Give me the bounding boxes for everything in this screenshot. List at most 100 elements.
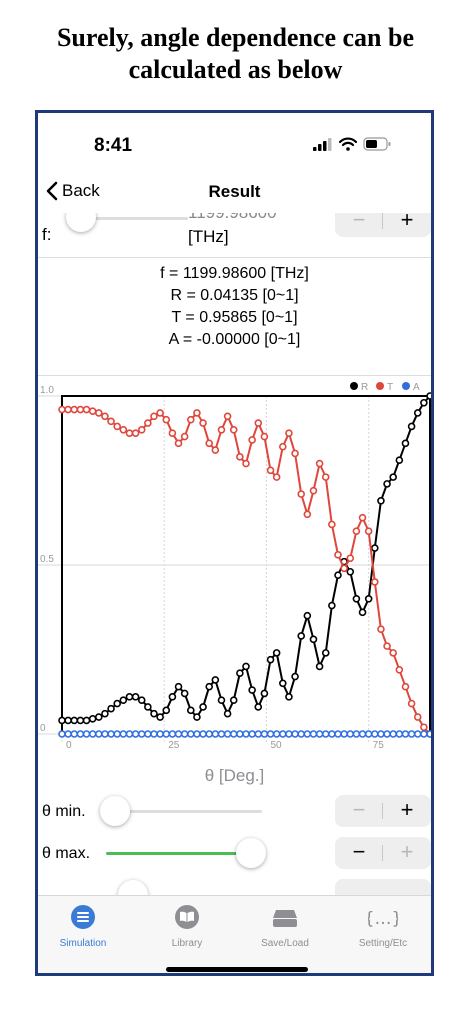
drive-icon — [273, 910, 297, 927]
data-point-R — [260, 689, 269, 698]
data-point-R — [162, 706, 171, 715]
data-point-T — [229, 425, 238, 434]
data-point-R — [82, 716, 91, 725]
status-time: 8:41 — [94, 135, 133, 156]
data-point-T — [168, 429, 177, 437]
theta-min-slider-track[interactable] — [102, 810, 262, 813]
theta-min-increment-button[interactable]: + — [400, 797, 414, 822]
data-point-R — [377, 496, 385, 505]
data-point-R — [303, 611, 312, 620]
data-point-T — [180, 432, 189, 441]
data-point-T — [334, 551, 342, 559]
tab-setting-etc[interactable]: {…} Setting/Etc — [338, 904, 428, 949]
theta-min-decrement-button[interactable]: − — [352, 797, 366, 822]
data-point-R — [242, 662, 250, 671]
data-point-A — [64, 730, 72, 738]
data-point-T — [254, 419, 263, 427]
data-point-R — [321, 649, 330, 657]
data-point-T — [205, 439, 213, 448]
data-point-T — [88, 407, 97, 416]
data-point-A — [321, 730, 330, 738]
data-point-A — [352, 730, 361, 738]
data-point-R — [144, 703, 152, 711]
data-point-A — [389, 730, 398, 738]
back-button[interactable]: Back — [46, 181, 100, 201]
tab-simulation-label: Simulation — [59, 938, 107, 949]
tab-save-load[interactable]: Save/Load — [240, 904, 330, 949]
data-point-T — [156, 409, 164, 417]
results-panel: f = 1199.98600 [THz] R = 0.04135 [0~1] T… — [38, 263, 431, 351]
data-point-R — [76, 716, 85, 725]
data-point-R — [285, 693, 293, 701]
data-point-R — [180, 689, 189, 698]
data-point-A — [82, 730, 91, 738]
data-point-R — [413, 409, 422, 417]
x-tick-label: 50 — [270, 740, 282, 751]
data-point-A — [407, 730, 416, 738]
data-point-T — [82, 405, 91, 414]
data-point-T — [297, 490, 306, 498]
data-point-R — [266, 655, 275, 664]
data-point-T — [328, 520, 336, 529]
theta-max-slider-knob[interactable] — [236, 838, 266, 868]
tab-simulation[interactable]: Simulation — [38, 904, 128, 949]
theta-max-slider-fill[interactable] — [106, 852, 254, 855]
data-point-A — [420, 730, 428, 738]
data-point-A — [248, 730, 256, 738]
data-point-A — [217, 730, 226, 738]
result-f: f = 1199.98600 [THz] — [160, 265, 309, 282]
braces-icon: {…} — [364, 909, 403, 929]
theta-max-row: θ max. − + — [38, 835, 431, 875]
data-point-T — [150, 412, 158, 421]
data-point-T — [125, 429, 134, 437]
data-point-A — [291, 730, 299, 738]
status-icons — [313, 137, 391, 151]
data-point-A — [205, 730, 213, 738]
data-point-R — [125, 693, 134, 701]
data-point-T — [358, 513, 367, 522]
frequency-slider-track[interactable] — [66, 217, 188, 220]
data-point-T — [211, 446, 220, 454]
clipped-slider-knob[interactable] — [118, 880, 148, 895]
list-circle-icon — [71, 905, 95, 929]
data-point-R — [407, 422, 416, 431]
tab-setting-etc-label: Setting/Etc — [358, 938, 408, 949]
data-point-R — [309, 635, 318, 644]
data-point-A — [266, 730, 275, 738]
data-point-T — [144, 419, 152, 427]
theta-max-decrement-button[interactable]: − — [352, 839, 366, 864]
data-point-R — [291, 672, 299, 681]
frequency-increment-button[interactable]: + — [400, 213, 414, 232]
data-point-R — [395, 456, 404, 465]
theta-min-slider-knob[interactable] — [100, 796, 130, 826]
frequency-slider-knob[interactable] — [66, 213, 96, 232]
data-point-R — [328, 601, 336, 610]
legend-marker-A — [402, 382, 410, 390]
theta-max-increment-button[interactable]: + — [400, 839, 414, 864]
data-point-A — [364, 730, 373, 738]
data-point-R — [236, 669, 244, 677]
data-point-T — [217, 425, 226, 434]
frequency-decrement-button[interactable]: − — [352, 213, 366, 232]
data-point-T — [272, 473, 281, 481]
data-point-A — [358, 730, 367, 738]
data-point-T — [291, 449, 299, 458]
data-point-R — [346, 567, 355, 576]
data-point-T — [174, 439, 183, 448]
data-point-A — [88, 730, 97, 738]
phone-screen: 8:41 Back — [35, 110, 434, 976]
data-point-T — [193, 409, 201, 417]
chart-container: 0 25 50 75 0 0.5 1.0 R T A — [38, 375, 431, 766]
data-point-A — [254, 730, 263, 738]
data-point-A — [229, 730, 238, 738]
svg-text:{…}: {…} — [368, 909, 398, 929]
frequency-stepper: − + — [335, 213, 431, 237]
data-point-A — [297, 730, 306, 738]
data-point-T — [340, 564, 348, 573]
data-point-A — [144, 730, 152, 738]
data-point-T — [260, 432, 269, 441]
theta-min-stepper: − + — [335, 795, 431, 827]
home-indicator — [166, 967, 308, 972]
data-point-A — [174, 730, 183, 738]
tab-library[interactable]: Library — [142, 904, 232, 949]
